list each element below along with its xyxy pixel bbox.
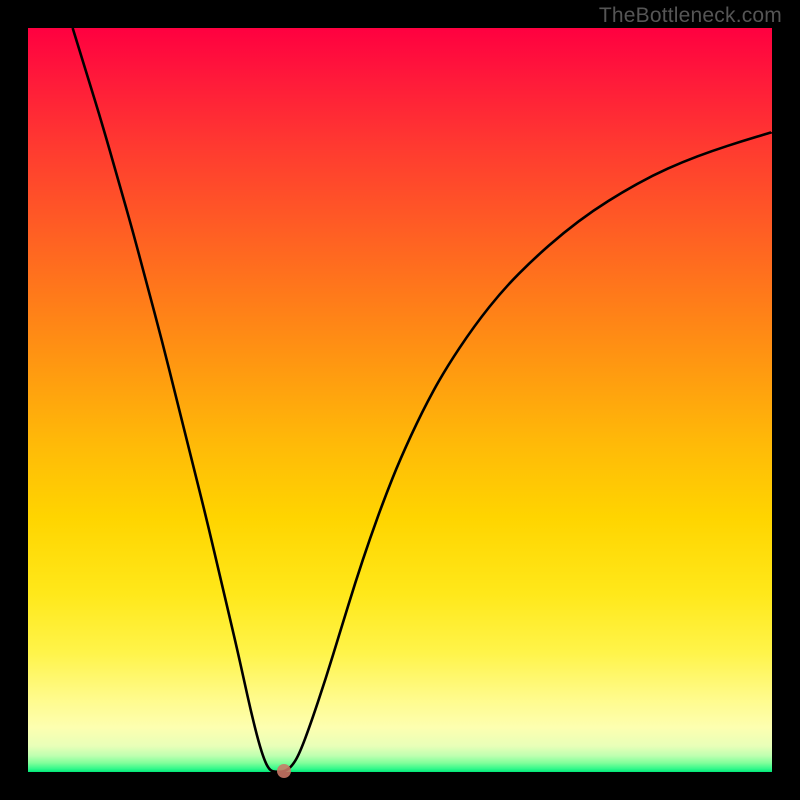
bottleneck-curve	[28, 28, 772, 772]
minimum-point-marker	[277, 764, 291, 778]
chart-plot-area	[28, 28, 772, 772]
watermark-label: TheBottleneck.com	[599, 4, 782, 28]
